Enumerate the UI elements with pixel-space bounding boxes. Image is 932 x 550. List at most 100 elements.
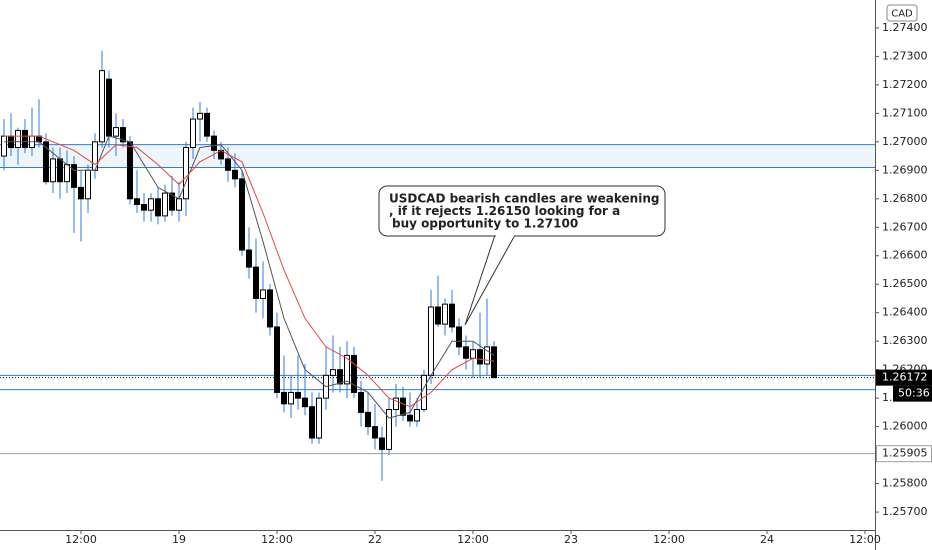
candle-body [161, 192, 168, 217]
candle-body [196, 112, 203, 120]
candle-body [56, 158, 63, 183]
candle-body [42, 141, 49, 183]
candle-body [364, 411, 371, 428]
candle-body [182, 147, 189, 200]
candle-body [154, 198, 161, 217]
candle-body [77, 186, 84, 200]
x-tick-label: 24 [760, 533, 774, 546]
candle-body [315, 397, 322, 439]
candle-body [392, 397, 399, 411]
candle-body [126, 141, 133, 200]
candle-body [98, 70, 105, 143]
x-tick-label: 12:00 [849, 533, 881, 546]
y-tick-label: 1.27300 [882, 49, 928, 62]
candle-body [252, 266, 259, 299]
y-tick-label: 1.26500 [882, 277, 928, 290]
candle-body [210, 135, 217, 151]
candle-body [301, 397, 308, 408]
currency-label: CAD [891, 9, 913, 20]
candle-body [231, 169, 238, 180]
currency-box [886, 4, 918, 22]
candle-body [119, 127, 126, 143]
candle-body [469, 349, 476, 359]
candle-body [224, 158, 231, 171]
y-tick-label: 1.26000 [882, 420, 928, 433]
candle-body [84, 169, 91, 200]
y-tick-label: 1.26400 [882, 306, 928, 319]
candle-body [133, 198, 140, 205]
x-tick-label: 12:00 [653, 533, 685, 546]
y-tick-label: 1.27200 [882, 78, 928, 91]
candle-body [0, 135, 7, 157]
candle-body [175, 198, 182, 211]
candle-body [259, 289, 266, 299]
candle-body [399, 397, 406, 416]
candle-body [406, 414, 413, 422]
countdown-box [893, 385, 932, 402]
candle-body [378, 437, 385, 450]
candle-body [266, 289, 273, 328]
candle-body [385, 409, 392, 450]
candle-body [49, 158, 56, 183]
y-tick-label: 1.25700 [882, 505, 928, 518]
last-price-label: 1.26172 [882, 371, 928, 384]
candle-body [371, 426, 378, 439]
candle-body [336, 369, 343, 385]
y-tick-label: 1.27100 [882, 106, 928, 119]
x-tick-label: 12:00 [261, 533, 293, 546]
candle-body [308, 406, 315, 439]
candle-body [273, 326, 280, 393]
candle-body [329, 369, 336, 376]
candle-body [434, 306, 441, 325]
candle-body [168, 192, 175, 211]
candle-body [63, 164, 70, 183]
moving-average [4, 135, 495, 419]
candle-body [462, 346, 469, 359]
candle-body [441, 303, 448, 325]
y-tick-label: 1.27400 [882, 21, 928, 34]
candle-body [280, 391, 287, 405]
candle-body [490, 346, 497, 379]
candle-body [427, 306, 434, 376]
callout-pointer [464, 234, 516, 326]
candle-body [203, 112, 210, 137]
candle-body [14, 129, 21, 149]
x-tick-label: 23 [564, 533, 578, 546]
y-tick-label: 1.26600 [882, 249, 928, 262]
candle-body [112, 127, 119, 137]
x-tick-label: 12:00 [457, 533, 489, 546]
candle-body [413, 409, 420, 422]
candle-body [455, 326, 462, 348]
candle-body [483, 346, 490, 365]
candle-body [294, 391, 301, 399]
annotation-text: buy opportunity to 1.27100 [392, 217, 578, 231]
candle-body [245, 249, 252, 268]
candle-body [140, 203, 147, 211]
candle-body [357, 391, 364, 413]
last-price-box [876, 369, 932, 386]
candle-body [287, 391, 294, 405]
y-tick-label: 1.26800 [882, 192, 928, 205]
candle-body [476, 349, 483, 365]
candle-body [350, 354, 357, 393]
candle-body [420, 374, 427, 411]
x-tick-label: 19 [172, 533, 186, 546]
y-tick-label: 1.26900 [882, 163, 928, 176]
y-tick-label: 1.27000 [882, 135, 928, 148]
candle-body [147, 198, 154, 211]
candle-body [448, 303, 455, 328]
candle-body [343, 354, 350, 385]
candle-body [21, 129, 28, 149]
candle-body [238, 178, 245, 251]
candle-body [105, 78, 112, 137]
annotation-text: , if it rejects 1.26150 looking for a [389, 204, 620, 218]
y-tick-label: 1.26700 [882, 220, 928, 233]
y-tick-label: 1.25800 [882, 477, 928, 490]
x-tick-label: 22 [368, 533, 382, 546]
countdown-label: 50:36 [898, 387, 930, 400]
callout-box [378, 185, 666, 237]
moving-average [4, 135, 495, 408]
y-tick-label: 1.26300 [882, 334, 928, 347]
level-label: 1.25905 [882, 447, 928, 460]
